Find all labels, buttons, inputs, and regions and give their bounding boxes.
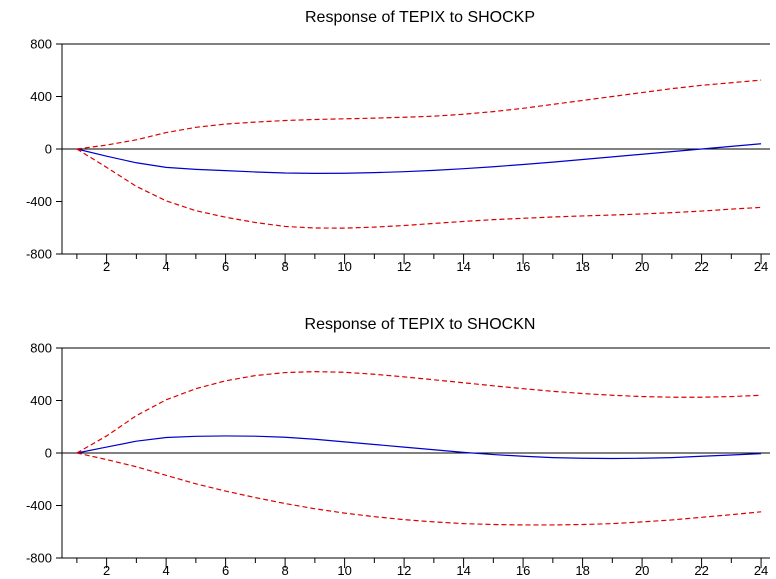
x-tick-label: 8 <box>281 259 288 274</box>
x-tick-label: 2 <box>103 563 110 578</box>
y-tick-label: 0 <box>45 142 52 157</box>
y-tick-label: -800 <box>26 247 52 262</box>
x-tick-label: 24 <box>754 563 768 578</box>
upper-band-line <box>76 79 762 150</box>
x-tick-label: 2 <box>103 259 110 274</box>
x-tick-label: 22 <box>694 563 708 578</box>
x-tick-label: 8 <box>281 563 288 578</box>
x-tick-label: 18 <box>575 259 589 274</box>
x-tick-label: 6 <box>222 259 229 274</box>
x-tick-label: 4 <box>163 563 170 578</box>
y-tick-label: 800 <box>30 37 52 52</box>
x-tick-label: 12 <box>397 259 411 274</box>
x-tick-label: 12 <box>397 563 411 578</box>
y-tick-label: 800 <box>30 341 52 356</box>
panel-shockp: Response of TEPIX to SHOCKP -800 -400 0 400… <box>26 9 770 274</box>
x-tick-label: 10 <box>337 259 351 274</box>
lower-band-line <box>76 452 762 526</box>
x-tick-label: 14 <box>456 259 470 274</box>
y-tick-label: 0 <box>45 446 52 461</box>
x-tick-label: 16 <box>516 563 530 578</box>
x-tick-label: 20 <box>635 259 649 274</box>
x-tick-label: 18 <box>575 563 589 578</box>
impulse-response-line <box>76 143 762 175</box>
x-tick-label: 22 <box>694 259 708 274</box>
x-tick-label: 4 <box>163 259 170 274</box>
x-tick-label: 24 <box>754 259 768 274</box>
chart-title: Response of TEPIX to SHOCKP <box>305 9 535 26</box>
panel-shockn: Response of TEPIX to SHOCKN -800 -400 0 400… <box>26 316 770 578</box>
upper-band-line <box>76 371 762 454</box>
x-tick-label: 6 <box>222 563 229 578</box>
y-tick-label: -400 <box>26 194 52 209</box>
y-tick-label: -800 <box>26 551 52 566</box>
x-tick-label: 10 <box>337 563 351 578</box>
y-tick-label: 400 <box>30 393 52 408</box>
x-tick-label: 16 <box>516 259 530 274</box>
x-tick-label: 14 <box>456 563 470 578</box>
x-tick-label: 20 <box>635 563 649 578</box>
impulse-response-line <box>76 435 762 460</box>
y-tick-label: 400 <box>30 89 52 104</box>
y-tick-label: -400 <box>26 498 52 513</box>
lower-band-line <box>76 148 762 229</box>
chart-title: Response of TEPIX to SHOCKN <box>305 316 536 333</box>
